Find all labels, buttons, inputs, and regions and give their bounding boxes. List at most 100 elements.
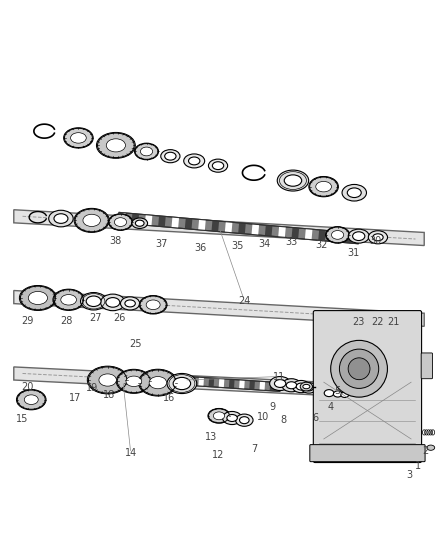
Ellipse shape	[96, 132, 135, 158]
Ellipse shape	[270, 376, 290, 391]
Ellipse shape	[24, 395, 38, 405]
Ellipse shape	[342, 184, 367, 201]
Polygon shape	[96, 370, 280, 391]
Polygon shape	[131, 214, 139, 224]
Text: 22: 22	[371, 317, 383, 327]
Ellipse shape	[86, 296, 101, 306]
Text: 35: 35	[231, 240, 244, 251]
Ellipse shape	[301, 383, 317, 393]
Ellipse shape	[138, 369, 177, 396]
Text: 33: 33	[285, 238, 297, 247]
Ellipse shape	[71, 133, 86, 143]
Polygon shape	[158, 375, 163, 384]
Text: 9: 9	[269, 402, 276, 412]
Polygon shape	[345, 232, 353, 243]
Ellipse shape	[167, 374, 197, 393]
Ellipse shape	[87, 366, 128, 394]
Ellipse shape	[338, 390, 352, 400]
Ellipse shape	[134, 143, 159, 160]
Polygon shape	[208, 378, 214, 387]
Polygon shape	[198, 377, 204, 386]
Ellipse shape	[19, 286, 57, 310]
Text: 4: 4	[327, 402, 333, 412]
Text: 11: 11	[273, 372, 286, 382]
Ellipse shape	[126, 376, 142, 386]
Text: 12: 12	[212, 450, 224, 460]
Ellipse shape	[135, 220, 144, 227]
Polygon shape	[148, 374, 153, 383]
Polygon shape	[158, 216, 166, 227]
Ellipse shape	[28, 292, 47, 304]
Text: 34: 34	[259, 239, 271, 249]
Ellipse shape	[120, 297, 140, 310]
Ellipse shape	[212, 161, 224, 169]
Ellipse shape	[17, 390, 46, 410]
Ellipse shape	[54, 214, 68, 223]
Polygon shape	[172, 217, 179, 228]
Polygon shape	[118, 212, 126, 223]
FancyBboxPatch shape	[310, 445, 425, 462]
Ellipse shape	[132, 218, 148, 229]
Ellipse shape	[106, 139, 125, 152]
Text: 7: 7	[252, 443, 258, 454]
Text: 24: 24	[238, 296, 251, 305]
Ellipse shape	[330, 389, 346, 399]
Text: 37: 37	[155, 239, 168, 249]
Ellipse shape	[303, 384, 310, 389]
Polygon shape	[188, 376, 194, 385]
Ellipse shape	[208, 408, 230, 423]
Text: 31: 31	[347, 247, 360, 257]
Polygon shape	[137, 373, 143, 382]
Ellipse shape	[64, 128, 93, 148]
Ellipse shape	[332, 231, 344, 239]
Ellipse shape	[106, 297, 120, 307]
Ellipse shape	[139, 295, 167, 314]
Text: 29: 29	[21, 316, 34, 326]
Text: 25: 25	[129, 339, 141, 349]
Ellipse shape	[292, 381, 310, 393]
Ellipse shape	[83, 214, 100, 227]
Text: 27: 27	[90, 313, 102, 323]
Polygon shape	[178, 376, 184, 385]
Text: 36: 36	[194, 243, 207, 253]
Polygon shape	[225, 222, 233, 233]
Ellipse shape	[74, 208, 109, 232]
Polygon shape	[332, 231, 339, 242]
Text: 15: 15	[15, 414, 28, 424]
Polygon shape	[96, 370, 102, 379]
Ellipse shape	[213, 412, 225, 420]
Ellipse shape	[368, 231, 388, 244]
Ellipse shape	[141, 147, 152, 156]
Ellipse shape	[149, 376, 166, 389]
Ellipse shape	[114, 217, 127, 227]
Ellipse shape	[53, 289, 85, 310]
Ellipse shape	[373, 234, 383, 241]
Ellipse shape	[284, 175, 302, 186]
Text: 13: 13	[205, 432, 217, 442]
Ellipse shape	[320, 387, 338, 399]
Ellipse shape	[61, 295, 77, 305]
Text: 23: 23	[353, 317, 365, 327]
Text: 19: 19	[86, 383, 99, 393]
Ellipse shape	[304, 385, 313, 391]
Ellipse shape	[341, 392, 349, 398]
Ellipse shape	[49, 210, 73, 227]
Ellipse shape	[333, 391, 342, 397]
Polygon shape	[198, 220, 206, 230]
FancyBboxPatch shape	[421, 353, 432, 379]
Polygon shape	[14, 367, 350, 397]
Polygon shape	[168, 375, 173, 384]
Ellipse shape	[99, 374, 117, 386]
Text: 38: 38	[109, 236, 121, 246]
Ellipse shape	[161, 150, 180, 163]
Polygon shape	[278, 227, 286, 237]
Ellipse shape	[277, 170, 309, 191]
Polygon shape	[318, 230, 326, 241]
Polygon shape	[145, 215, 152, 226]
Text: 18: 18	[103, 390, 115, 400]
Ellipse shape	[275, 379, 286, 387]
Text: 21: 21	[388, 317, 400, 327]
Text: 6: 6	[313, 414, 319, 423]
Ellipse shape	[348, 229, 369, 243]
Polygon shape	[117, 372, 123, 381]
